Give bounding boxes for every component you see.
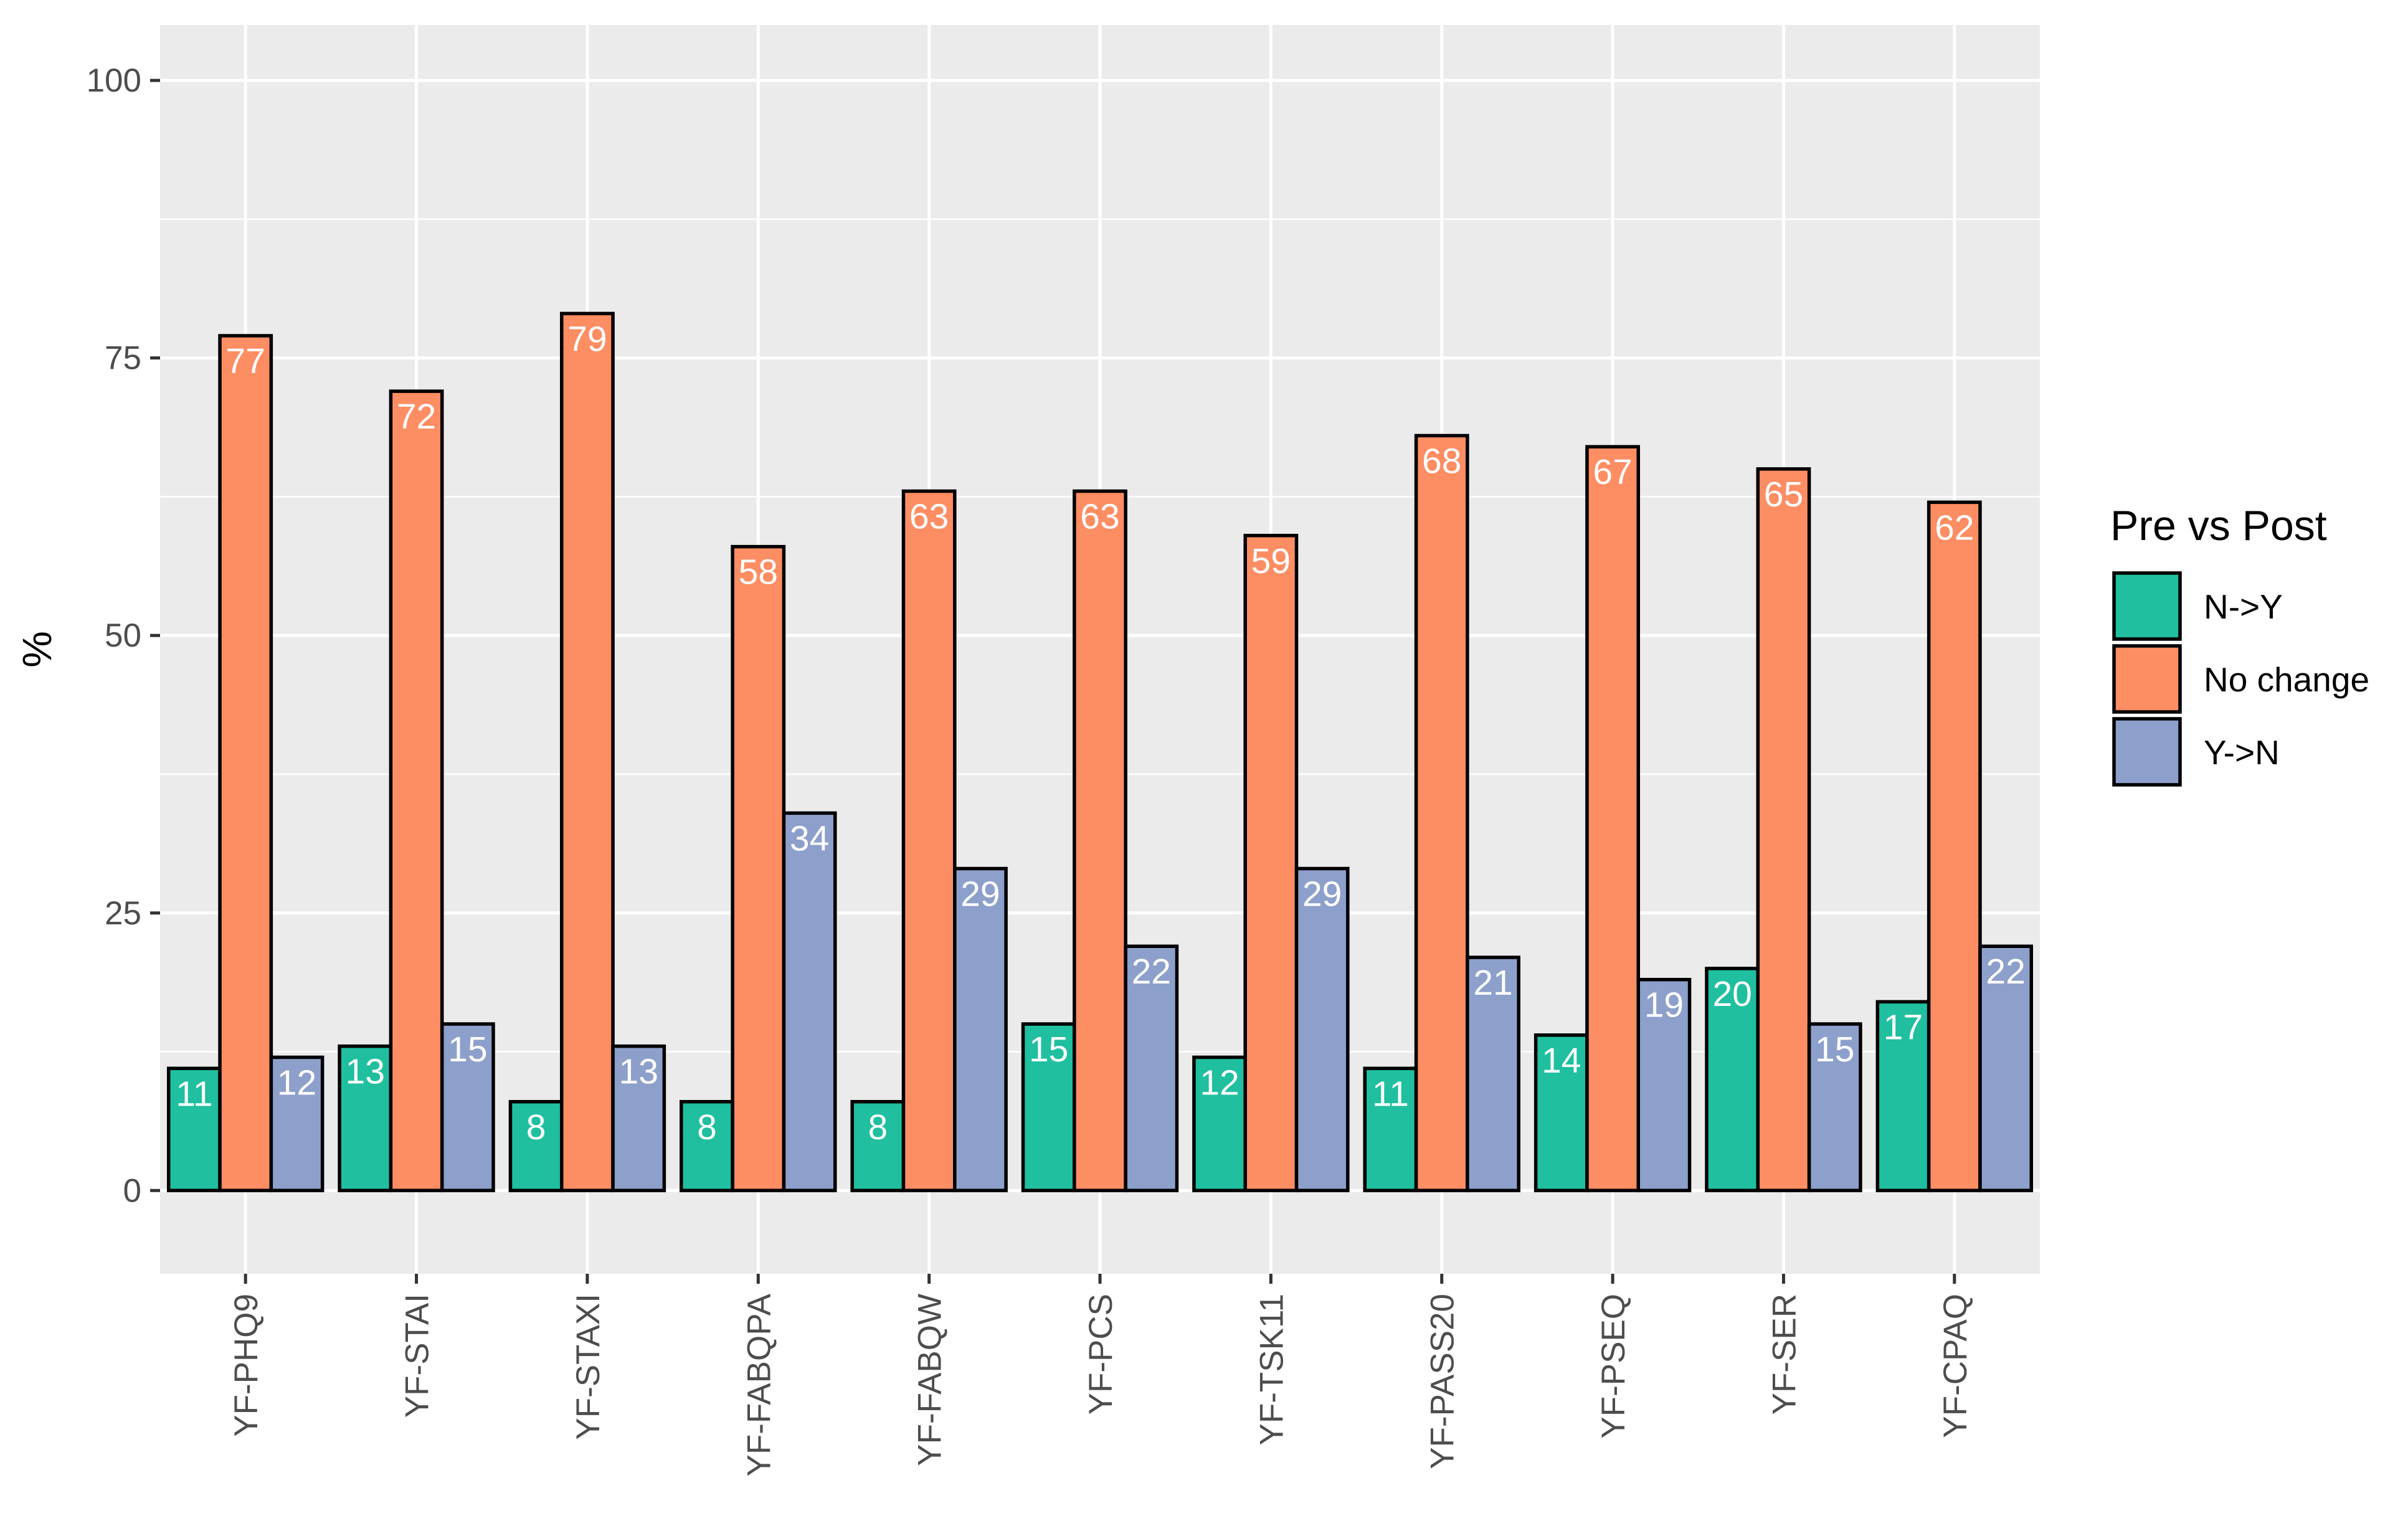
- bar: [1363, 1066, 1418, 1193]
- bar: [731, 544, 786, 1193]
- y-tick-label: 100: [87, 62, 141, 99]
- bar: [560, 311, 615, 1193]
- bar-value-label: 34: [790, 818, 829, 858]
- x-tick-label: YF-CPAQ: [1937, 1294, 1974, 1438]
- bar: [1073, 489, 1127, 1193]
- bars-layer: [166, 311, 2034, 1193]
- bar: [218, 334, 273, 1193]
- bar: [953, 866, 1008, 1193]
- bar-value-label: 15: [1815, 1030, 1854, 1069]
- bar: [338, 1044, 393, 1193]
- bar: [1021, 1022, 1076, 1193]
- bar-value-label: 22: [1132, 952, 1171, 992]
- x-tick-label: YF-PASS20: [1424, 1294, 1461, 1469]
- bar: [1756, 467, 1811, 1193]
- x-axis: YF-PHQ9 YF-STAI YF-STAXI YF-FABQPA YF-FABQW Y…: [228, 1274, 1974, 1477]
- bar-value-label: 63: [1080, 497, 1119, 537]
- x-tick-label: YF-FABQPA: [741, 1293, 777, 1476]
- bar: [901, 489, 957, 1193]
- bar-value-label: 22: [1986, 952, 2025, 992]
- bar: [389, 389, 444, 1193]
- bar-value-label: 68: [1422, 441, 1461, 481]
- bar: [1243, 534, 1299, 1193]
- legend-key: [2112, 717, 2182, 787]
- bar-value-label: 14: [1542, 1041, 1581, 1081]
- bar-value-label: 15: [448, 1030, 487, 1069]
- bar-value-label: 67: [1593, 452, 1632, 492]
- bar-value-label: 8: [697, 1107, 717, 1147]
- bar-value-label: 21: [1473, 963, 1512, 1003]
- bar-value-label: 20: [1712, 974, 1751, 1014]
- bar: [1533, 1033, 1589, 1193]
- bar-value-label: 29: [960, 874, 1000, 914]
- bar: [1636, 977, 1692, 1193]
- bar-value-label: 29: [1302, 874, 1342, 914]
- bar-value-label: 59: [1251, 541, 1291, 581]
- bar: [1414, 434, 1469, 1193]
- bar-value-label: 12: [277, 1063, 316, 1102]
- bar-value-label: 62: [1935, 508, 1974, 547]
- y-tick-label: 75: [105, 340, 141, 377]
- bar-value-label: 11: [1372, 1074, 1409, 1114]
- bar: [269, 1055, 325, 1193]
- bar-value-label: 58: [739, 552, 778, 592]
- bar-labels-layer: 11 77 12 13 72 15 8 79 13 8 58 34 8 63 29 15 63 22 12 59 29 1…: [176, 319, 2026, 1147]
- bar: [1978, 944, 2034, 1193]
- bar: [1585, 445, 1640, 1193]
- x-tick-label: YF-TSK11: [1253, 1294, 1290, 1445]
- legend-label: Y->N: [2204, 733, 2280, 772]
- bar-value-label: 8: [868, 1107, 888, 1147]
- bar-value-label: 17: [1884, 1007, 1923, 1047]
- bar-value-label: 12: [1200, 1063, 1239, 1102]
- bar: [1927, 500, 1982, 1193]
- bar-value-label: 77: [225, 341, 265, 381]
- y-axis-title: %: [14, 631, 60, 668]
- y-tick-label: 0: [123, 1172, 141, 1209]
- bar: [782, 811, 837, 1193]
- y-axis: 0 25 50 75 100: [87, 62, 160, 1209]
- bar-value-label: 15: [1029, 1030, 1068, 1069]
- y-tick-label: 50: [105, 617, 141, 654]
- bar-value-label: 8: [526, 1107, 546, 1147]
- bar-value-label: 63: [909, 497, 949, 537]
- bar: [611, 1044, 666, 1193]
- bar: [850, 1100, 906, 1193]
- bar-value-label: 65: [1764, 475, 1803, 514]
- x-tick-label: YF-STAXI: [570, 1294, 607, 1440]
- x-tick-label: YF-PHQ9: [228, 1294, 265, 1437]
- bar-value-label: 19: [1644, 985, 1684, 1025]
- legend-title: Pre vs Post: [2110, 502, 2327, 549]
- bar: [1807, 1022, 1862, 1193]
- bar: [440, 1022, 495, 1193]
- x-tick-label: YF-PSEQ: [1595, 1294, 1632, 1439]
- x-tick-label: YF-STAI: [399, 1294, 436, 1418]
- legend-key: [2112, 644, 2182, 714]
- x-tick-label: YF-SER: [1766, 1294, 1803, 1415]
- bar-value-label: 13: [619, 1052, 658, 1092]
- bar: [1466, 955, 1520, 1193]
- legend: Pre vs Post N->Y No change Y->N: [2110, 502, 2369, 787]
- legend-label: N->Y: [2204, 587, 2283, 626]
- bar: [1124, 944, 1179, 1193]
- x-tick-label: YF-FABQW: [912, 1294, 949, 1466]
- bar: [1294, 866, 1350, 1193]
- bar: [508, 1100, 564, 1193]
- bar: [166, 1066, 222, 1193]
- bar-value-label: 72: [397, 397, 436, 437]
- bar-value-label: 11: [176, 1074, 212, 1114]
- y-tick-label: 25: [105, 895, 141, 932]
- legend-label: No change: [2204, 660, 2369, 699]
- bar-value-label: 79: [567, 319, 607, 359]
- bar-value-label: 13: [346, 1052, 385, 1092]
- x-tick-label: YF-PCS: [1083, 1294, 1119, 1415]
- legend-key: [2112, 571, 2182, 641]
